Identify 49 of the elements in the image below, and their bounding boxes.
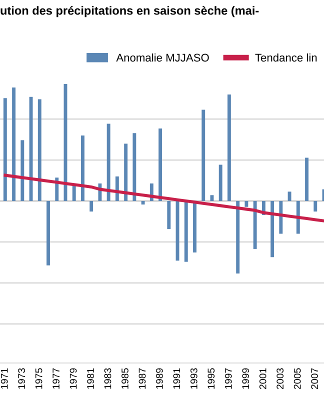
- chart-title: ution des précipitations en saison sèche (mai-: [0, 6, 259, 18]
- bar: [90, 201, 94, 212]
- legend-label: Tendance lin: [255, 53, 317, 62]
- x-tick-label: 2007: [311, 368, 318, 389]
- x-tick-label: 1981: [87, 368, 94, 389]
- x-tick-label: 1979: [70, 368, 77, 389]
- bar: [244, 201, 248, 207]
- x-tick-label: 1987: [138, 368, 146, 389]
- bar: [236, 201, 240, 274]
- bar: [158, 128, 162, 201]
- x-tick-label: 1995: [208, 368, 215, 389]
- x-tick-label: 1991: [173, 368, 180, 389]
- bar: [46, 201, 50, 266]
- bar: [193, 201, 196, 252]
- bar: [81, 135, 84, 201]
- bar: [38, 99, 42, 201]
- bar: [314, 201, 318, 212]
- bar: [227, 94, 231, 201]
- bar: [288, 192, 292, 201]
- x-tick-label: 2005: [294, 368, 301, 389]
- x-tick-label: 1993: [190, 368, 198, 389]
- bar: [218, 164, 222, 201]
- bar: [202, 110, 206, 201]
- x-tick-label: 1971: [0, 368, 8, 389]
- bar: [305, 158, 308, 201]
- bar: [184, 201, 188, 262]
- x-tick-label: 2001: [259, 368, 266, 389]
- legend-label: Anomalie MJJASO: [116, 53, 209, 62]
- bar: [270, 201, 274, 258]
- bar: [124, 144, 128, 201]
- bar: [167, 201, 171, 230]
- x-tick-label: 1975: [35, 368, 42, 389]
- x-tick-label: 1973: [18, 368, 26, 389]
- bar: [132, 133, 136, 201]
- bar: [72, 184, 76, 201]
- bar: [106, 124, 110, 201]
- x-tick-label: 1997: [224, 368, 232, 389]
- bar: [253, 201, 257, 249]
- bar: [3, 98, 7, 201]
- x-tick-label: 1985: [122, 368, 128, 389]
- bar: [296, 201, 300, 234]
- x-tick-label: 1989: [156, 368, 163, 389]
- x-tick-label: 1999: [242, 368, 250, 389]
- x-tick-label: 2003: [276, 368, 284, 389]
- x-tick-label: 1983: [104, 368, 112, 389]
- x-tick-label: 1977: [52, 368, 60, 389]
- bar: [12, 88, 16, 201]
- bar: [141, 201, 145, 205]
- bar: [20, 140, 24, 201]
